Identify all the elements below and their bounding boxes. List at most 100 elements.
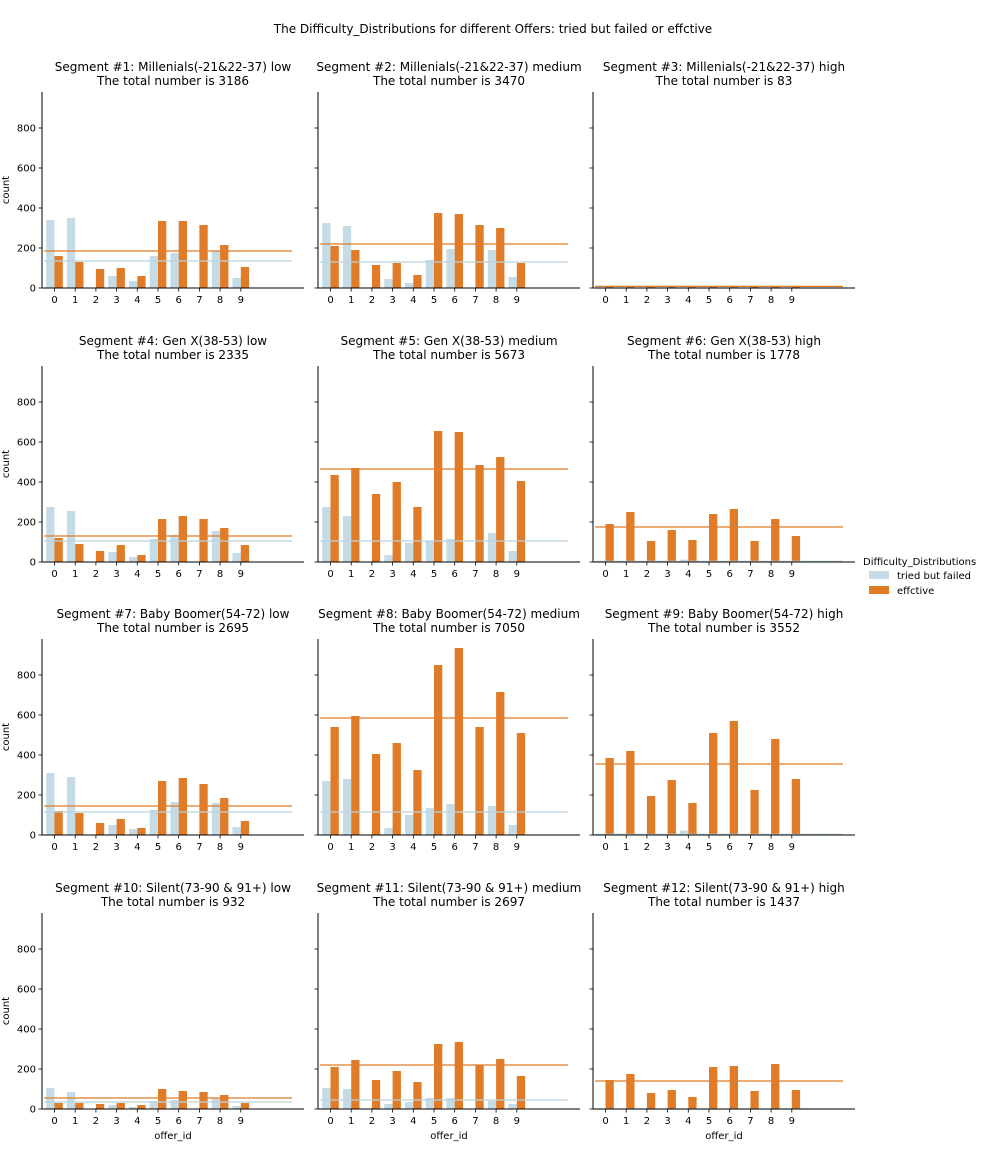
bar-tried-but-failed-6 (446, 249, 455, 288)
bar-effctive-7 (199, 784, 208, 835)
x-tick-label: 9 (789, 1116, 795, 1127)
bar-effctive-1 (351, 1060, 360, 1109)
bar-effctive-9 (791, 779, 801, 835)
legend-swatch-tried-but-failed (869, 571, 889, 579)
bar-effctive-6 (454, 1042, 463, 1109)
x-tick-label: 6 (727, 569, 733, 580)
x-tick-label: 4 (410, 842, 416, 853)
y-tick-label: 200 (17, 518, 36, 529)
y-tick-label: 0 (30, 831, 36, 842)
x-tick-label: 3 (113, 1116, 119, 1127)
bar-effctive-2 (646, 1093, 656, 1109)
x-tick-label: 7 (747, 569, 753, 580)
bar-effctive-9 (240, 1103, 250, 1109)
y-axis-label: count (1, 176, 12, 204)
panel-title: Segment #7: Baby Boomer(54-72) low (57, 607, 290, 621)
x-tick-label: 8 (217, 295, 223, 306)
x-tick-label: 5 (155, 569, 161, 580)
x-tick-label: 6 (727, 295, 733, 306)
bar-effctive-9 (516, 263, 526, 288)
x-tick-label: 7 (472, 842, 478, 853)
bar-effctive-1 (351, 250, 360, 288)
x-tick-label: 2 (644, 295, 650, 306)
bar-effctive-1 (351, 716, 360, 835)
y-tick-label: 800 (17, 124, 36, 135)
legend-title: Difficulty_Distributions (863, 557, 976, 568)
x-tick-label: 2 (93, 569, 99, 580)
x-tick-label: 5 (155, 1116, 161, 1127)
x-tick-label: 0 (602, 295, 608, 306)
bar-effctive-7 (750, 1091, 759, 1109)
bar-effctive-2 (646, 286, 656, 288)
bar-effctive-2 (371, 1080, 381, 1109)
bar-tried-but-failed-1 (342, 779, 352, 835)
bar-effctive-4 (137, 828, 146, 835)
panel-total: The total number is 7050 (372, 621, 525, 635)
bar-tried-but-failed-8 (487, 533, 497, 562)
bar-tried-but-failed-4 (129, 1107, 138, 1109)
bar-effctive-0 (330, 475, 339, 562)
bar-tried-but-failed-8 (211, 531, 221, 562)
x-tick-label: 6 (176, 842, 182, 853)
y-tick-label: 0 (30, 558, 36, 569)
panel-total: The total number is 2695 (96, 621, 249, 635)
bar-effctive-5 (709, 286, 718, 288)
bar-tried-but-failed-9 (232, 553, 241, 562)
y-axis-label: count (1, 997, 12, 1025)
panel-total: The total number is 2335 (96, 348, 249, 362)
x-tick-label: 8 (493, 569, 499, 580)
x-tick-label: 0 (602, 1116, 608, 1127)
x-tick-label: 6 (452, 1116, 458, 1127)
panel-total: The total number is 3470 (372, 74, 525, 88)
x-tick-label: 4 (410, 569, 416, 580)
bar-tried-but-failed-8 (211, 1098, 221, 1109)
bar-tried-but-failed-4 (129, 829, 138, 835)
bar-effctive-2 (95, 823, 105, 835)
panel-title: Segment #10: Silent(73-90 & 91+) low (55, 881, 291, 895)
bar-effctive-9 (791, 536, 801, 562)
bar-effctive-6 (178, 221, 187, 288)
x-tick-label: 2 (93, 842, 99, 853)
x-tick-label: 1 (623, 569, 629, 580)
panel-total: The total number is 1437 (647, 895, 800, 909)
bar-effctive-4 (137, 1105, 146, 1109)
panel-12: Segment #12: Silent(73-90 & 91+) highThe… (589, 881, 855, 1142)
panel-total: The total number is 1778 (647, 348, 800, 362)
x-tick-label: 6 (727, 1116, 733, 1127)
x-tick-label: 1 (348, 569, 354, 580)
x-tick-label: 1 (72, 842, 78, 853)
y-tick-label: 400 (17, 478, 36, 489)
x-tick-label: 4 (134, 295, 140, 306)
x-tick-label: 0 (51, 842, 57, 853)
bar-effctive-0 (330, 246, 339, 288)
x-tick-label: 6 (176, 1116, 182, 1127)
bar-effctive-5 (434, 1044, 443, 1109)
bar-effctive-4 (137, 276, 146, 288)
bar-effctive-3 (392, 1071, 401, 1109)
x-tick-label: 8 (768, 295, 774, 306)
panel-8: Segment #8: Baby Boomer(54-72) mediumThe… (314, 607, 580, 853)
x-tick-label: 7 (196, 295, 202, 306)
bar-effctive-8 (771, 739, 780, 835)
bar-effctive-1 (75, 813, 84, 835)
bar-effctive-8 (496, 228, 505, 288)
bar-tried-but-failed-5 (425, 541, 434, 562)
bar-tried-but-failed-4 (680, 830, 689, 835)
x-tick-label: 4 (134, 1116, 140, 1127)
bar-effctive-8 (496, 457, 505, 562)
x-tick-label: 8 (768, 569, 774, 580)
bar-effctive-0 (54, 538, 63, 562)
x-tick-label: 8 (493, 842, 499, 853)
y-tick-label: 800 (17, 945, 36, 956)
bar-effctive-1 (626, 1074, 635, 1109)
x-tick-label: 8 (217, 842, 223, 853)
bar-tried-but-failed-1 (66, 1092, 76, 1109)
bar-effctive-4 (413, 507, 422, 562)
bar-effctive-3 (392, 482, 401, 562)
x-tick-label: 9 (514, 569, 520, 580)
bar-effctive-5 (709, 1067, 718, 1109)
panel-2: Segment #2: Millenials(-21&22-37) medium… (314, 60, 582, 306)
x-tick-label: 1 (623, 295, 629, 306)
